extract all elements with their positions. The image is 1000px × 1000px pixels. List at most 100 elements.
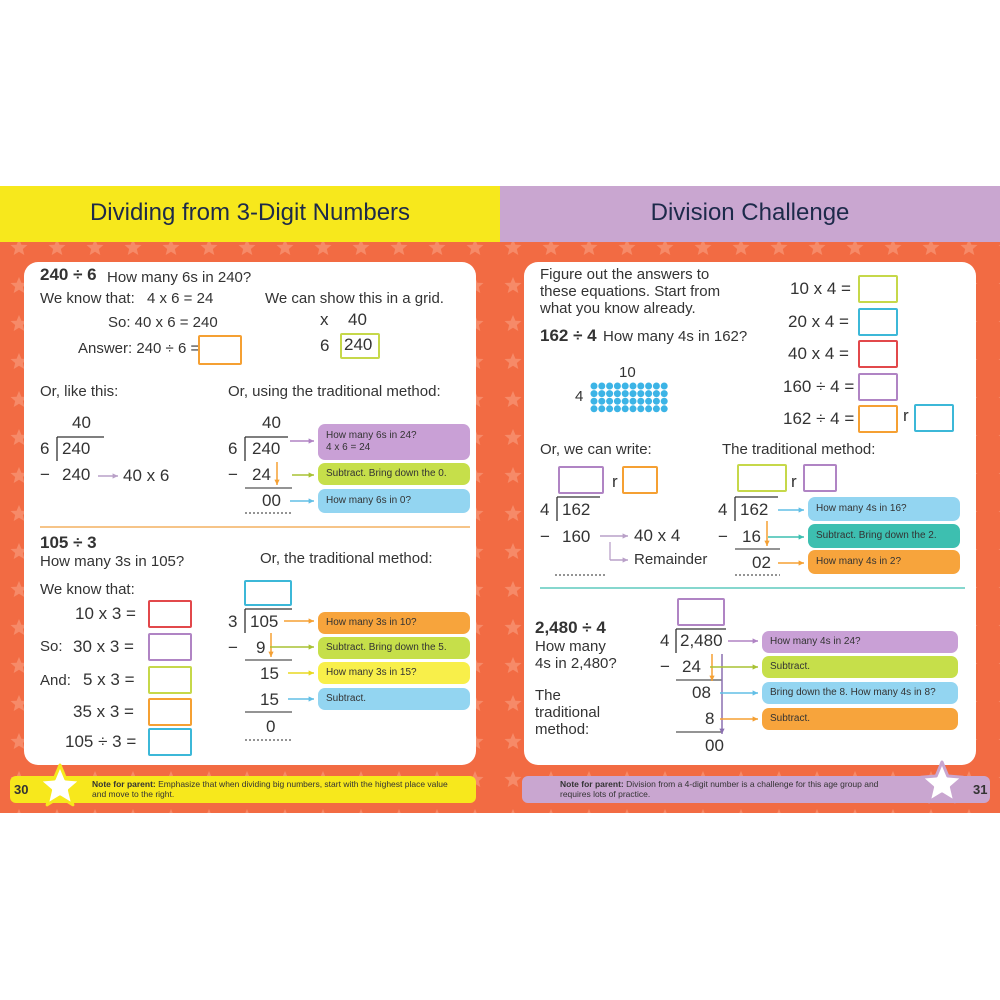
text: And: bbox=[40, 672, 71, 689]
text: 15 bbox=[260, 690, 279, 709]
text: 40 bbox=[348, 310, 367, 329]
text: 162 bbox=[740, 500, 769, 519]
callout: How many 4s in 24? bbox=[762, 631, 958, 653]
answer-box bbox=[858, 405, 898, 433]
arrow-head bbox=[752, 664, 758, 670]
callout: How many 4s in 2? bbox=[808, 550, 960, 574]
text: 162 ÷ 4 = bbox=[783, 409, 855, 428]
array-dot bbox=[645, 390, 653, 398]
answer-box bbox=[148, 633, 192, 661]
text: 6 bbox=[228, 439, 238, 458]
text: We can show this in a grid. bbox=[265, 290, 444, 307]
text: We know that: bbox=[40, 581, 135, 598]
text: 5 x 3 = bbox=[83, 670, 135, 689]
answer-box bbox=[558, 466, 604, 494]
text: 40 bbox=[72, 413, 91, 432]
text: 6 bbox=[320, 336, 330, 355]
array-dot bbox=[637, 397, 645, 405]
text: 4 x 6 = 24 bbox=[147, 290, 214, 307]
text: The traditional method: bbox=[535, 687, 601, 738]
text: Or, using the traditional method: bbox=[228, 383, 441, 400]
text: Or, we can write: bbox=[540, 441, 652, 458]
text: x bbox=[320, 310, 329, 329]
text: − bbox=[228, 465, 238, 484]
answer-box bbox=[244, 580, 292, 606]
answer-box bbox=[148, 728, 192, 756]
note-label: Note for parent: bbox=[92, 779, 156, 789]
callout: How many 6s in 0? bbox=[318, 489, 470, 513]
note-text: Emphasize that when dividing big numbers… bbox=[92, 779, 448, 799]
array-dot bbox=[598, 397, 606, 405]
text: − bbox=[660, 657, 670, 676]
answer-box bbox=[737, 464, 787, 492]
answer-box bbox=[340, 333, 380, 359]
callout: How many 6s in 24? 4 x 6 = 24 bbox=[318, 424, 470, 460]
text: Answer: 240 ÷ 6 = bbox=[78, 340, 200, 357]
text: 4 bbox=[575, 388, 584, 405]
array-dot bbox=[629, 382, 637, 390]
title-bar bbox=[0, 186, 500, 242]
text: 105 ÷ 3 = bbox=[65, 732, 137, 751]
page-star bbox=[37, 763, 83, 807]
text: 2,480 bbox=[680, 631, 723, 650]
text: How many 3s in 105? bbox=[40, 553, 185, 570]
text: − bbox=[40, 465, 50, 484]
callout: How many 4s in 16? bbox=[808, 497, 960, 521]
arrow-head bbox=[308, 472, 314, 478]
text: 2,480 ÷ 4 bbox=[535, 618, 606, 637]
text: r bbox=[903, 406, 909, 425]
note-bar bbox=[522, 776, 990, 803]
text: 0 bbox=[266, 717, 276, 736]
array-dot bbox=[637, 390, 645, 398]
title-bar bbox=[500, 186, 1000, 242]
text: 105 ÷ 3 bbox=[40, 533, 97, 552]
text: 240 bbox=[252, 439, 281, 458]
array-dot bbox=[613, 382, 621, 390]
text: − bbox=[228, 638, 238, 657]
text: So: 40 x 6 = 240 bbox=[108, 314, 218, 331]
array-dot bbox=[645, 405, 653, 413]
arrow-head bbox=[268, 651, 274, 657]
arrow-head bbox=[752, 716, 758, 722]
array-dot bbox=[621, 397, 629, 405]
array-dot bbox=[652, 382, 660, 390]
arrow-head bbox=[752, 638, 758, 644]
arrow-head bbox=[274, 479, 280, 485]
text: 162 ÷ 4 bbox=[540, 326, 597, 345]
array-dot bbox=[598, 382, 606, 390]
text: 240 bbox=[62, 465, 91, 484]
array-dot bbox=[660, 382, 668, 390]
arrow-head bbox=[752, 690, 758, 696]
arrow-head bbox=[798, 560, 804, 566]
array-dot bbox=[613, 405, 621, 413]
array-dot bbox=[621, 382, 629, 390]
text: We know that: bbox=[40, 290, 135, 307]
text: Or, like this: bbox=[40, 383, 119, 400]
page-number: 31 bbox=[973, 782, 988, 797]
text: 3 bbox=[228, 612, 238, 631]
callout: Subtract. Bring down the 2. bbox=[808, 524, 960, 548]
arrow-head bbox=[112, 473, 118, 479]
array-dot bbox=[598, 405, 606, 413]
text: 40 x 6 bbox=[123, 466, 170, 485]
text: 4 bbox=[540, 500, 550, 519]
text: 24 bbox=[682, 657, 701, 676]
arrow-head bbox=[308, 696, 314, 702]
callout: Subtract. bbox=[762, 708, 958, 730]
callout: Bring down the 8. How many 4s in 8? bbox=[762, 682, 958, 704]
array-dot bbox=[590, 397, 598, 405]
callout: Subtract. Bring down the 0. bbox=[318, 463, 470, 485]
text: 00 bbox=[262, 491, 281, 510]
text: 4 bbox=[718, 500, 728, 519]
array-dot bbox=[598, 390, 606, 398]
text: 240 ÷ 6 bbox=[40, 265, 97, 284]
arrow-head bbox=[308, 644, 314, 650]
arrow-head bbox=[622, 557, 628, 563]
text: 6 bbox=[40, 439, 50, 458]
array-dot bbox=[652, 405, 660, 413]
note-bar bbox=[10, 776, 476, 803]
callout: Subtract. bbox=[318, 688, 470, 710]
note-text: Division from a 4-digit number is a chal… bbox=[560, 779, 879, 799]
text: 40 bbox=[262, 413, 281, 432]
callout: Subtract. bbox=[762, 656, 958, 678]
